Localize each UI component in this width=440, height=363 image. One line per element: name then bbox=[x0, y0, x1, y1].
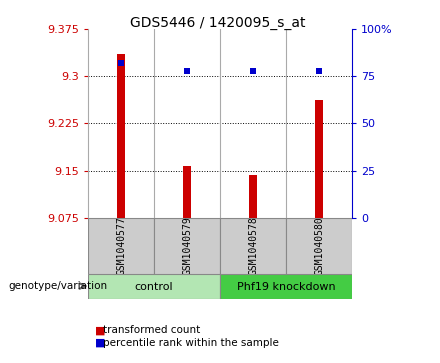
Bar bbox=[88, 218, 154, 274]
Bar bbox=[154, 218, 220, 274]
Bar bbox=[183, 166, 191, 218]
Text: Phf19 knockdown: Phf19 knockdown bbox=[237, 282, 335, 292]
Text: percentile rank within the sample: percentile rank within the sample bbox=[103, 338, 279, 348]
Bar bbox=[220, 218, 286, 274]
Text: GSM1040577: GSM1040577 bbox=[116, 217, 126, 275]
Text: GDS5446 / 1420095_s_at: GDS5446 / 1420095_s_at bbox=[130, 16, 305, 30]
Text: GSM1040580: GSM1040580 bbox=[314, 217, 324, 275]
Bar bbox=[249, 175, 257, 218]
Text: control: control bbox=[135, 282, 173, 292]
Bar bbox=[286, 218, 352, 274]
Bar bbox=[117, 54, 125, 218]
Bar bbox=[220, 274, 352, 299]
Text: ■: ■ bbox=[95, 325, 105, 335]
Bar bbox=[315, 100, 323, 218]
Text: GSM1040578: GSM1040578 bbox=[248, 217, 258, 275]
Text: GSM1040579: GSM1040579 bbox=[182, 217, 192, 275]
Text: ■: ■ bbox=[95, 338, 105, 348]
Text: transformed count: transformed count bbox=[103, 325, 201, 335]
Bar bbox=[88, 274, 220, 299]
Text: genotype/variation: genotype/variation bbox=[9, 281, 108, 291]
